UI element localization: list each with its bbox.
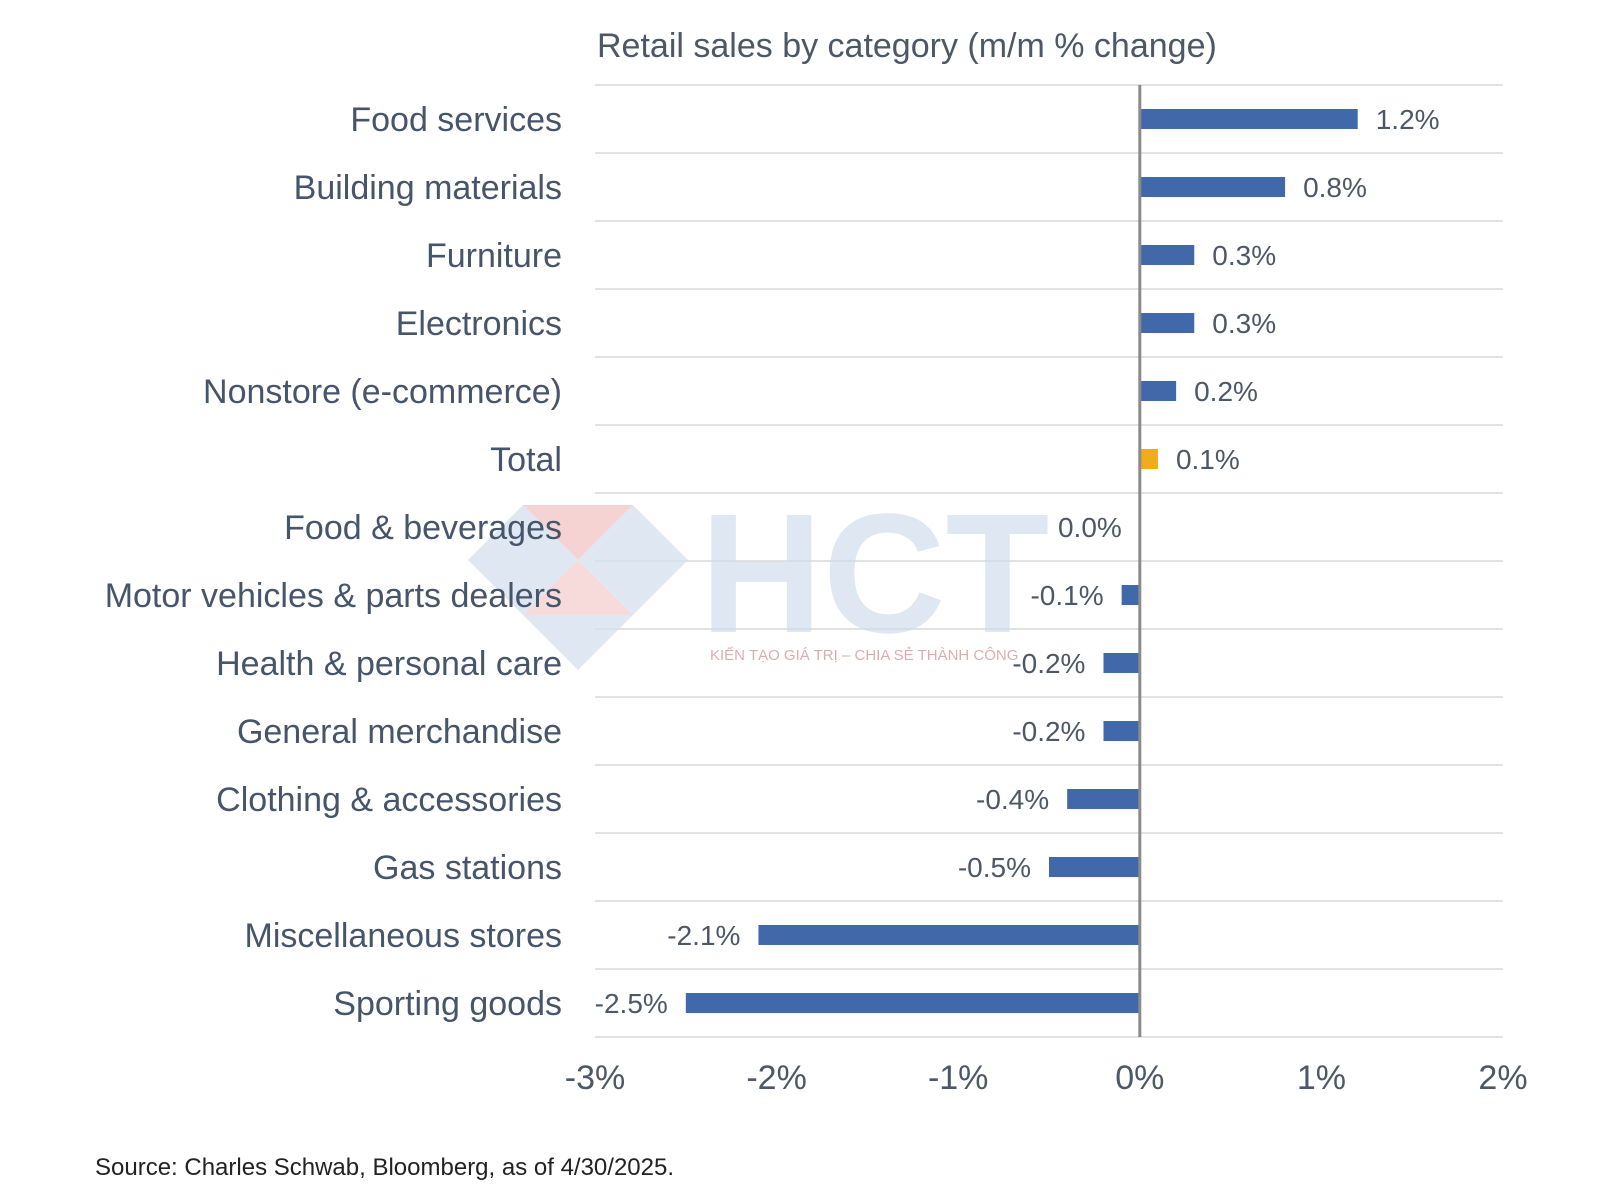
value-label: -0.4% [976, 784, 1049, 815]
bar [1049, 857, 1140, 877]
value-label: -0.2% [1012, 716, 1085, 747]
bar [1121, 585, 1140, 605]
bar [1139, 313, 1195, 333]
bar [1103, 721, 1140, 741]
bars [685, 109, 1358, 1013]
category-label: Nonstore (e-commerce) [203, 373, 562, 411]
bar [1139, 177, 1286, 197]
x-axis: -3% -2% -1% 0% 1% 2% [565, 85, 1528, 1097]
bar [1103, 653, 1140, 673]
category-label: Food & beverages [284, 509, 562, 547]
value-label: -0.1% [1030, 580, 1103, 611]
source-note: Source: Charles Schwab, Bloomberg, as of… [95, 1154, 674, 1181]
value-label: -0.5% [958, 852, 1031, 883]
x-tick-label: -3% [565, 1059, 625, 1097]
x-tick-label: 0% [1115, 1059, 1164, 1097]
category-label: Motor vehicles & parts dealers [105, 577, 562, 615]
hct-watermark: HCT KIẾN TẠO GIÁ TRỊ – CHIA SẺ THÀNH CÔN… [468, 479, 1049, 670]
grid-lines [595, 84, 1503, 1038]
category-label: General merchandise [237, 713, 562, 751]
bar [1067, 789, 1140, 809]
value-labels: 1.2% 0.8% 0.3% 0.3% 0.2% 0.1% 0.0% -0.1% -0.2% -0… [595, 104, 1440, 1019]
category-label: Furniture [426, 237, 562, 275]
x-tick-label: -1% [928, 1059, 988, 1097]
value-label: 0.3% [1212, 240, 1276, 271]
category-label: Sporting goods [333, 985, 562, 1023]
value-label: -2.1% [667, 920, 740, 951]
x-tick-label: 2% [1478, 1059, 1527, 1097]
category-label: Gas stations [373, 849, 562, 887]
value-label: 0.3% [1212, 308, 1276, 339]
bar [1139, 109, 1358, 129]
watermark-logo-text: HCT [700, 479, 1049, 669]
category-label: Clothing & accessories [216, 781, 562, 819]
category-label: Health & personal care [216, 645, 562, 683]
value-label: 0.8% [1303, 172, 1367, 203]
value-label: -2.5% [595, 988, 668, 1019]
bar [685, 993, 1140, 1013]
value-label: 1.2% [1376, 104, 1440, 135]
category-label: Total [490, 441, 562, 479]
bar [1139, 381, 1177, 401]
hct-logo-mark [468, 505, 688, 670]
bar [1139, 245, 1195, 265]
value-label: 0.2% [1194, 376, 1258, 407]
value-label: 0.1% [1176, 444, 1240, 475]
category-label: Building materials [294, 169, 562, 207]
category-label: Electronics [396, 305, 562, 343]
value-label: -0.2% [1012, 648, 1085, 679]
category-label: Food services [350, 101, 562, 139]
watermark-tagline: KIẾN TẠO GIÁ TRỊ – CHIA SẺ THÀNH CÔNG [710, 647, 1018, 664]
category-labels: Food services Building materials Furniture… [105, 101, 562, 1023]
bar [758, 925, 1140, 945]
x-tick-label: -2% [746, 1059, 806, 1097]
x-tick-label: 1% [1297, 1059, 1346, 1097]
category-label: Miscellaneous stores [245, 917, 562, 955]
value-label: 0.0% [1058, 512, 1122, 543]
bar [1139, 449, 1158, 469]
chart-title: Retail sales by category (m/m % change) [597, 27, 1217, 65]
